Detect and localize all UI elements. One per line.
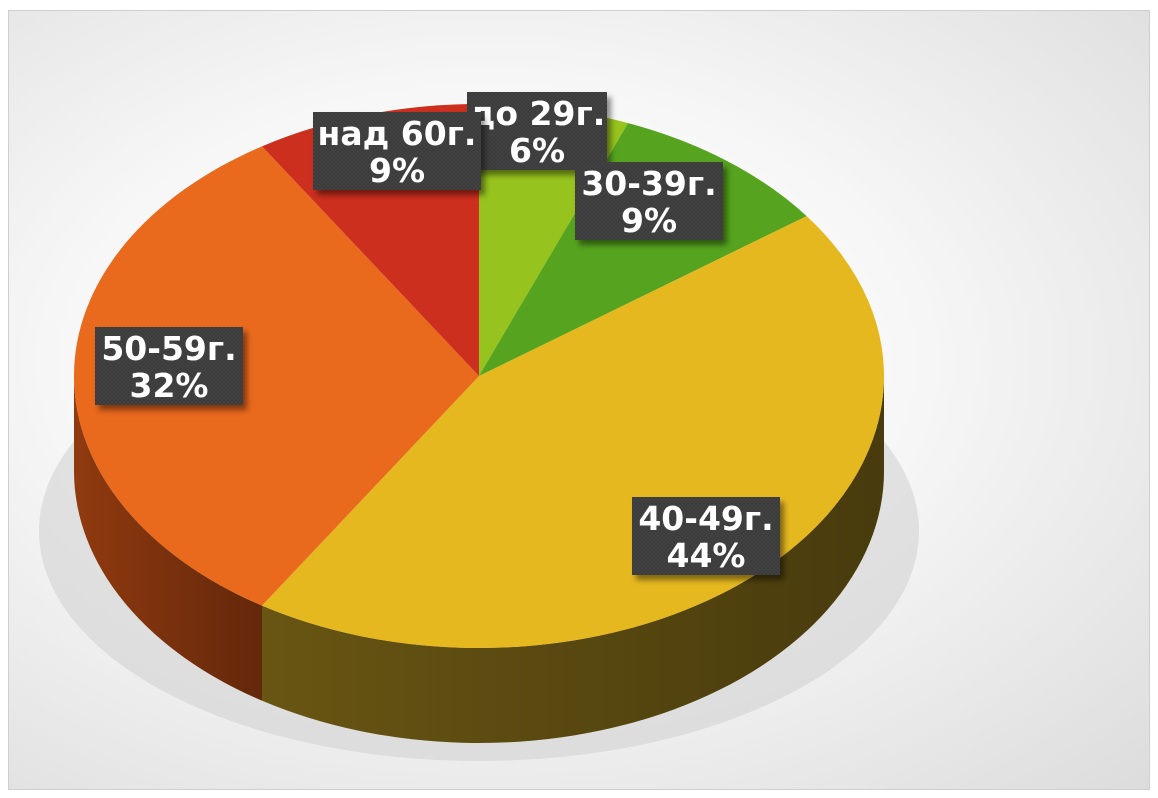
data-label-box-1 (575, 162, 723, 240)
data-label-category-1: 30-39г. (581, 164, 716, 203)
pie-slice-side-shade-3 (74, 376, 262, 701)
data-label-percent-3: 32% (130, 366, 209, 405)
data-label-category-4: над 60г. (318, 114, 477, 153)
data-label-box-2 (632, 497, 780, 575)
data-label-category-2: 40-49г. (638, 499, 773, 538)
data-label-0: до 29г.6% (467, 92, 607, 170)
pie-labels: до 29г.6%30-39г.9%40-49г.44%50-59г.32%на… (95, 92, 780, 575)
data-label-percent-2: 44% (667, 536, 746, 575)
pie-slice-1 (479, 123, 807, 376)
data-label-category-0: до 29г. (469, 94, 606, 133)
data-label-percent-0: 6% (509, 131, 565, 170)
data-label-box-3 (95, 327, 243, 405)
pie-chart: до 29г.6%30-39г.9%40-49г.44%50-59г.32%на… (39, 92, 919, 761)
pie-slice-side-shade-2 (261, 376, 885, 743)
pie-sides (74, 376, 885, 743)
data-label-category-3: 50-59г. (101, 329, 236, 368)
chart-frame: до 29г. 6% 30-39г. 9% 40-49г. 44% 50-59г. 32% на… (8, 10, 1150, 790)
data-label-2: 40-49г.44% (632, 497, 780, 575)
data-label-percent-4: 9% (369, 151, 425, 190)
data-label-4: над 60г.9% (313, 112, 481, 190)
pie-slice-3 (74, 146, 479, 606)
data-label-1: 30-39г.9% (575, 162, 723, 240)
data-label-3: 50-59г.32% (95, 327, 243, 405)
data-label-box-4 (313, 112, 481, 190)
data-label-box-0 (467, 92, 607, 170)
data-label-percent-1: 9% (621, 201, 677, 240)
